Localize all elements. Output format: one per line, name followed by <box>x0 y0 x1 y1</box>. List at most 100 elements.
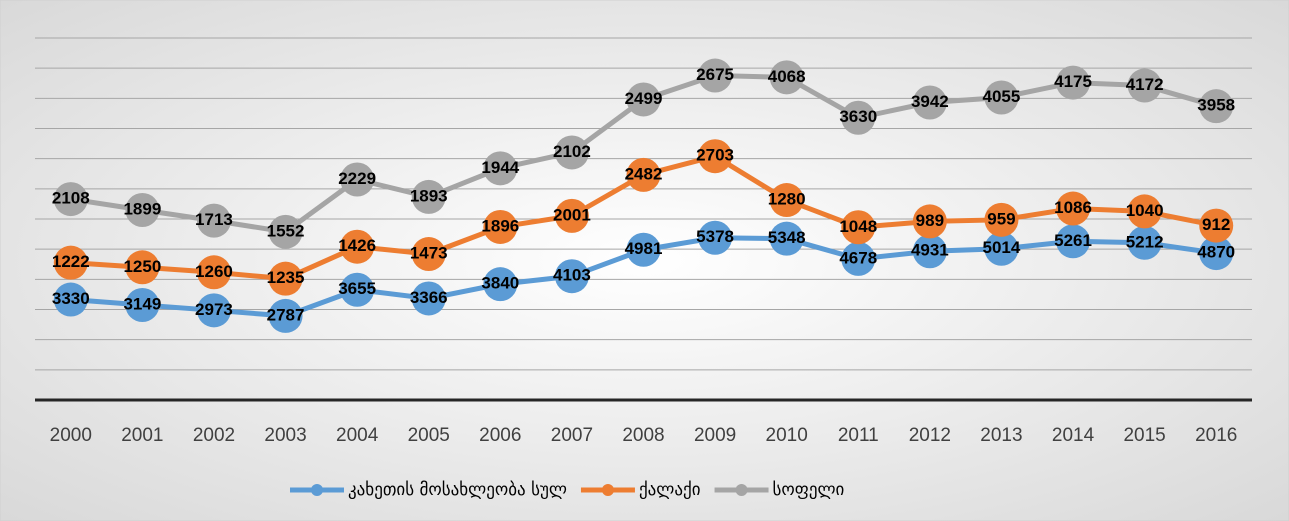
marker <box>340 162 375 197</box>
marker <box>483 267 518 302</box>
data-label: 1086 <box>1054 198 1092 217</box>
x-tick-label: 2004 <box>336 425 379 446</box>
data-label: 959 <box>987 209 1015 228</box>
marker <box>912 204 947 239</box>
data-label: 1280 <box>768 190 806 209</box>
marker <box>268 298 303 333</box>
data-label: 2675 <box>696 65 734 84</box>
marker <box>1127 68 1162 103</box>
data-label: 4068 <box>768 67 806 86</box>
x-tick-label: 2007 <box>551 425 593 446</box>
data-label: 2102 <box>553 142 591 161</box>
marker <box>125 250 160 285</box>
marker <box>912 85 947 120</box>
data-label: 3942 <box>911 92 949 111</box>
data-label: 1713 <box>195 210 233 229</box>
marker <box>841 100 876 135</box>
legend-label: კახეთის მოსახლეობა სულ <box>348 480 567 500</box>
x-tick-label: 2014 <box>1052 425 1095 446</box>
marker <box>411 237 446 272</box>
marker <box>53 282 88 317</box>
x-tick-label: 2013 <box>980 425 1022 446</box>
marker <box>340 272 375 307</box>
marker <box>769 183 804 218</box>
marker <box>1127 194 1162 229</box>
legend-marker <box>601 484 614 496</box>
data-label: 1048 <box>839 217 877 236</box>
data-label: 5348 <box>768 228 806 247</box>
data-label: 989 <box>916 211 944 230</box>
marker <box>554 259 589 294</box>
marker <box>483 151 518 186</box>
x-tick-label: 2015 <box>1123 425 1165 446</box>
marker <box>769 60 804 95</box>
data-label: 1040 <box>1126 201 1164 220</box>
marker <box>698 220 733 255</box>
data-label: 1552 <box>267 221 305 240</box>
x-tick-label: 2009 <box>694 425 736 446</box>
x-tick-label: 2016 <box>1195 425 1237 446</box>
data-label: 1260 <box>195 262 233 281</box>
marker <box>769 221 804 256</box>
data-label: 1473 <box>410 244 448 263</box>
data-label: 2499 <box>625 89 663 108</box>
marker <box>984 202 1019 237</box>
data-label: 2787 <box>267 305 305 324</box>
x-tick-label: 2005 <box>408 425 450 446</box>
marker <box>340 229 375 264</box>
marker <box>984 80 1019 115</box>
marker <box>268 214 303 249</box>
data-label: 3330 <box>52 289 90 308</box>
data-label: 3630 <box>839 107 877 126</box>
x-tick-label: 2008 <box>622 425 664 446</box>
marker <box>411 179 446 214</box>
marker <box>554 135 589 170</box>
data-label: 5212 <box>1126 232 1164 251</box>
marker <box>1056 65 1091 100</box>
marker <box>984 231 1019 266</box>
marker <box>698 58 733 93</box>
marker <box>841 210 876 245</box>
data-label: 3655 <box>338 279 376 298</box>
data-label: 3366 <box>410 288 448 307</box>
marker <box>125 193 160 228</box>
data-label: 4175 <box>1054 72 1092 91</box>
marker <box>1199 208 1234 243</box>
data-label: 4981 <box>625 239 663 258</box>
x-tick-label: 2003 <box>264 425 306 446</box>
marker <box>698 139 733 174</box>
data-label: 2108 <box>52 189 90 208</box>
x-tick-label: 2000 <box>50 425 92 446</box>
marker <box>196 203 231 238</box>
marker <box>912 234 947 269</box>
data-label: 2973 <box>195 300 233 319</box>
data-label: 912 <box>1202 215 1230 234</box>
marker <box>626 157 661 192</box>
marker <box>1056 224 1091 259</box>
data-label: 2229 <box>338 169 376 188</box>
x-tick-label: 2011 <box>838 425 879 446</box>
legend-item: ქალაქი <box>580 480 701 500</box>
legend-marker <box>735 484 748 496</box>
legend-item: სოფელი <box>714 480 845 500</box>
marker <box>411 281 446 316</box>
data-label: 3840 <box>481 274 519 293</box>
legend-label: სოფელი <box>773 480 845 500</box>
data-label: 2001 <box>553 205 591 224</box>
marker <box>841 241 876 276</box>
marker <box>1056 191 1091 226</box>
marker <box>53 182 88 217</box>
marker <box>1199 236 1234 271</box>
data-label: 1222 <box>52 252 90 271</box>
marker <box>626 232 661 267</box>
data-label: 1235 <box>267 268 305 287</box>
legend-item: კახეთის მოსახლეობა სულ <box>290 480 567 500</box>
data-label: 2703 <box>696 146 734 165</box>
x-tick-label: 2002 <box>193 425 235 446</box>
marker <box>268 261 303 296</box>
marker <box>1127 225 1162 260</box>
marker <box>483 209 518 244</box>
data-label: 4678 <box>839 248 877 267</box>
data-label: 5378 <box>696 227 734 246</box>
